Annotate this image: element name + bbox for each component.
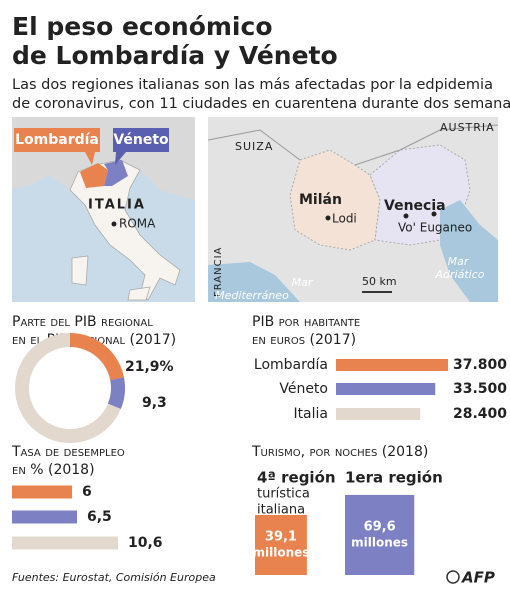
value-label: 33.500 (453, 381, 507, 397)
value-label: 39,1 (265, 529, 297, 544)
value-label: 28.400 (453, 406, 507, 422)
chart-title: en euros (2017) (252, 332, 356, 348)
value-label: 21,9% (125, 359, 174, 375)
chart-title: Parte del PIB regional (12, 314, 153, 330)
map-label: Lodi (332, 212, 357, 226)
unit-label: millones (252, 545, 309, 559)
subtitle: de coronavirus, con 11 ciudades en cuare… (12, 96, 510, 112)
map-label: Mediterráneo (215, 289, 289, 302)
map-label: Venecia (384, 198, 446, 214)
value-label: 69,6 (364, 519, 396, 534)
value-label: 6 (82, 484, 92, 500)
map-label: Véneto (113, 132, 169, 148)
annotation: 4ª región (257, 469, 336, 487)
chart-title: PIB por habitante (252, 314, 360, 330)
bar (12, 536, 118, 550)
area-bar (345, 494, 415, 575)
donut-segment (70, 333, 124, 381)
bar (336, 359, 448, 371)
map-label: AUSTRIA (440, 121, 495, 134)
overview-map (12, 117, 195, 302)
bar (336, 383, 436, 395)
chart-title: Tasa de desempleo (11, 444, 125, 460)
map-label: Adriático (435, 268, 485, 281)
category-label: Véneto (279, 381, 328, 397)
unit-label: millones (351, 535, 408, 549)
value-label: 6,5 (87, 509, 112, 525)
map-label: Mar (292, 276, 314, 289)
value-label: 10,6 (128, 535, 163, 551)
logo-mark (446, 570, 460, 584)
category-label: Italia (293, 406, 328, 422)
value-label: 9,3 (142, 395, 167, 411)
map-label: SUIZA (235, 140, 273, 153)
chart-title: Turismo, por noches (2018) (251, 444, 428, 460)
title: El peso económico (12, 12, 273, 41)
map-label: Lombardía (15, 132, 99, 148)
subtitle: Las dos regiones italianas son las más a… (12, 77, 493, 93)
value-label: 37.800 (453, 357, 507, 373)
annotation: 1era región (345, 469, 443, 487)
map-label: Milán (299, 192, 342, 208)
category-label: Lombardía (254, 357, 328, 373)
map-label: 50 km (362, 275, 397, 288)
map-label: Mar (448, 255, 470, 268)
chart-title: en % (2018) (12, 462, 95, 478)
annotation: turística (257, 487, 310, 502)
source: Fuentes: Eurostat, Comisión Europea (12, 571, 216, 584)
title: de Lombardía y Véneto (12, 41, 338, 70)
area-bar (255, 514, 307, 575)
bar (336, 408, 421, 420)
map-label: ROMA (119, 217, 156, 231)
detail-map (207, 117, 499, 302)
map-label: FRANCIA (213, 247, 224, 297)
map-label: Vo' Euganeo (398, 221, 472, 235)
map-label: ITALIA (88, 198, 146, 213)
credit: AFP (461, 569, 495, 587)
bar (12, 485, 72, 499)
annotation: italiana (257, 503, 305, 518)
donut-segment (107, 377, 125, 409)
bar (12, 510, 77, 524)
